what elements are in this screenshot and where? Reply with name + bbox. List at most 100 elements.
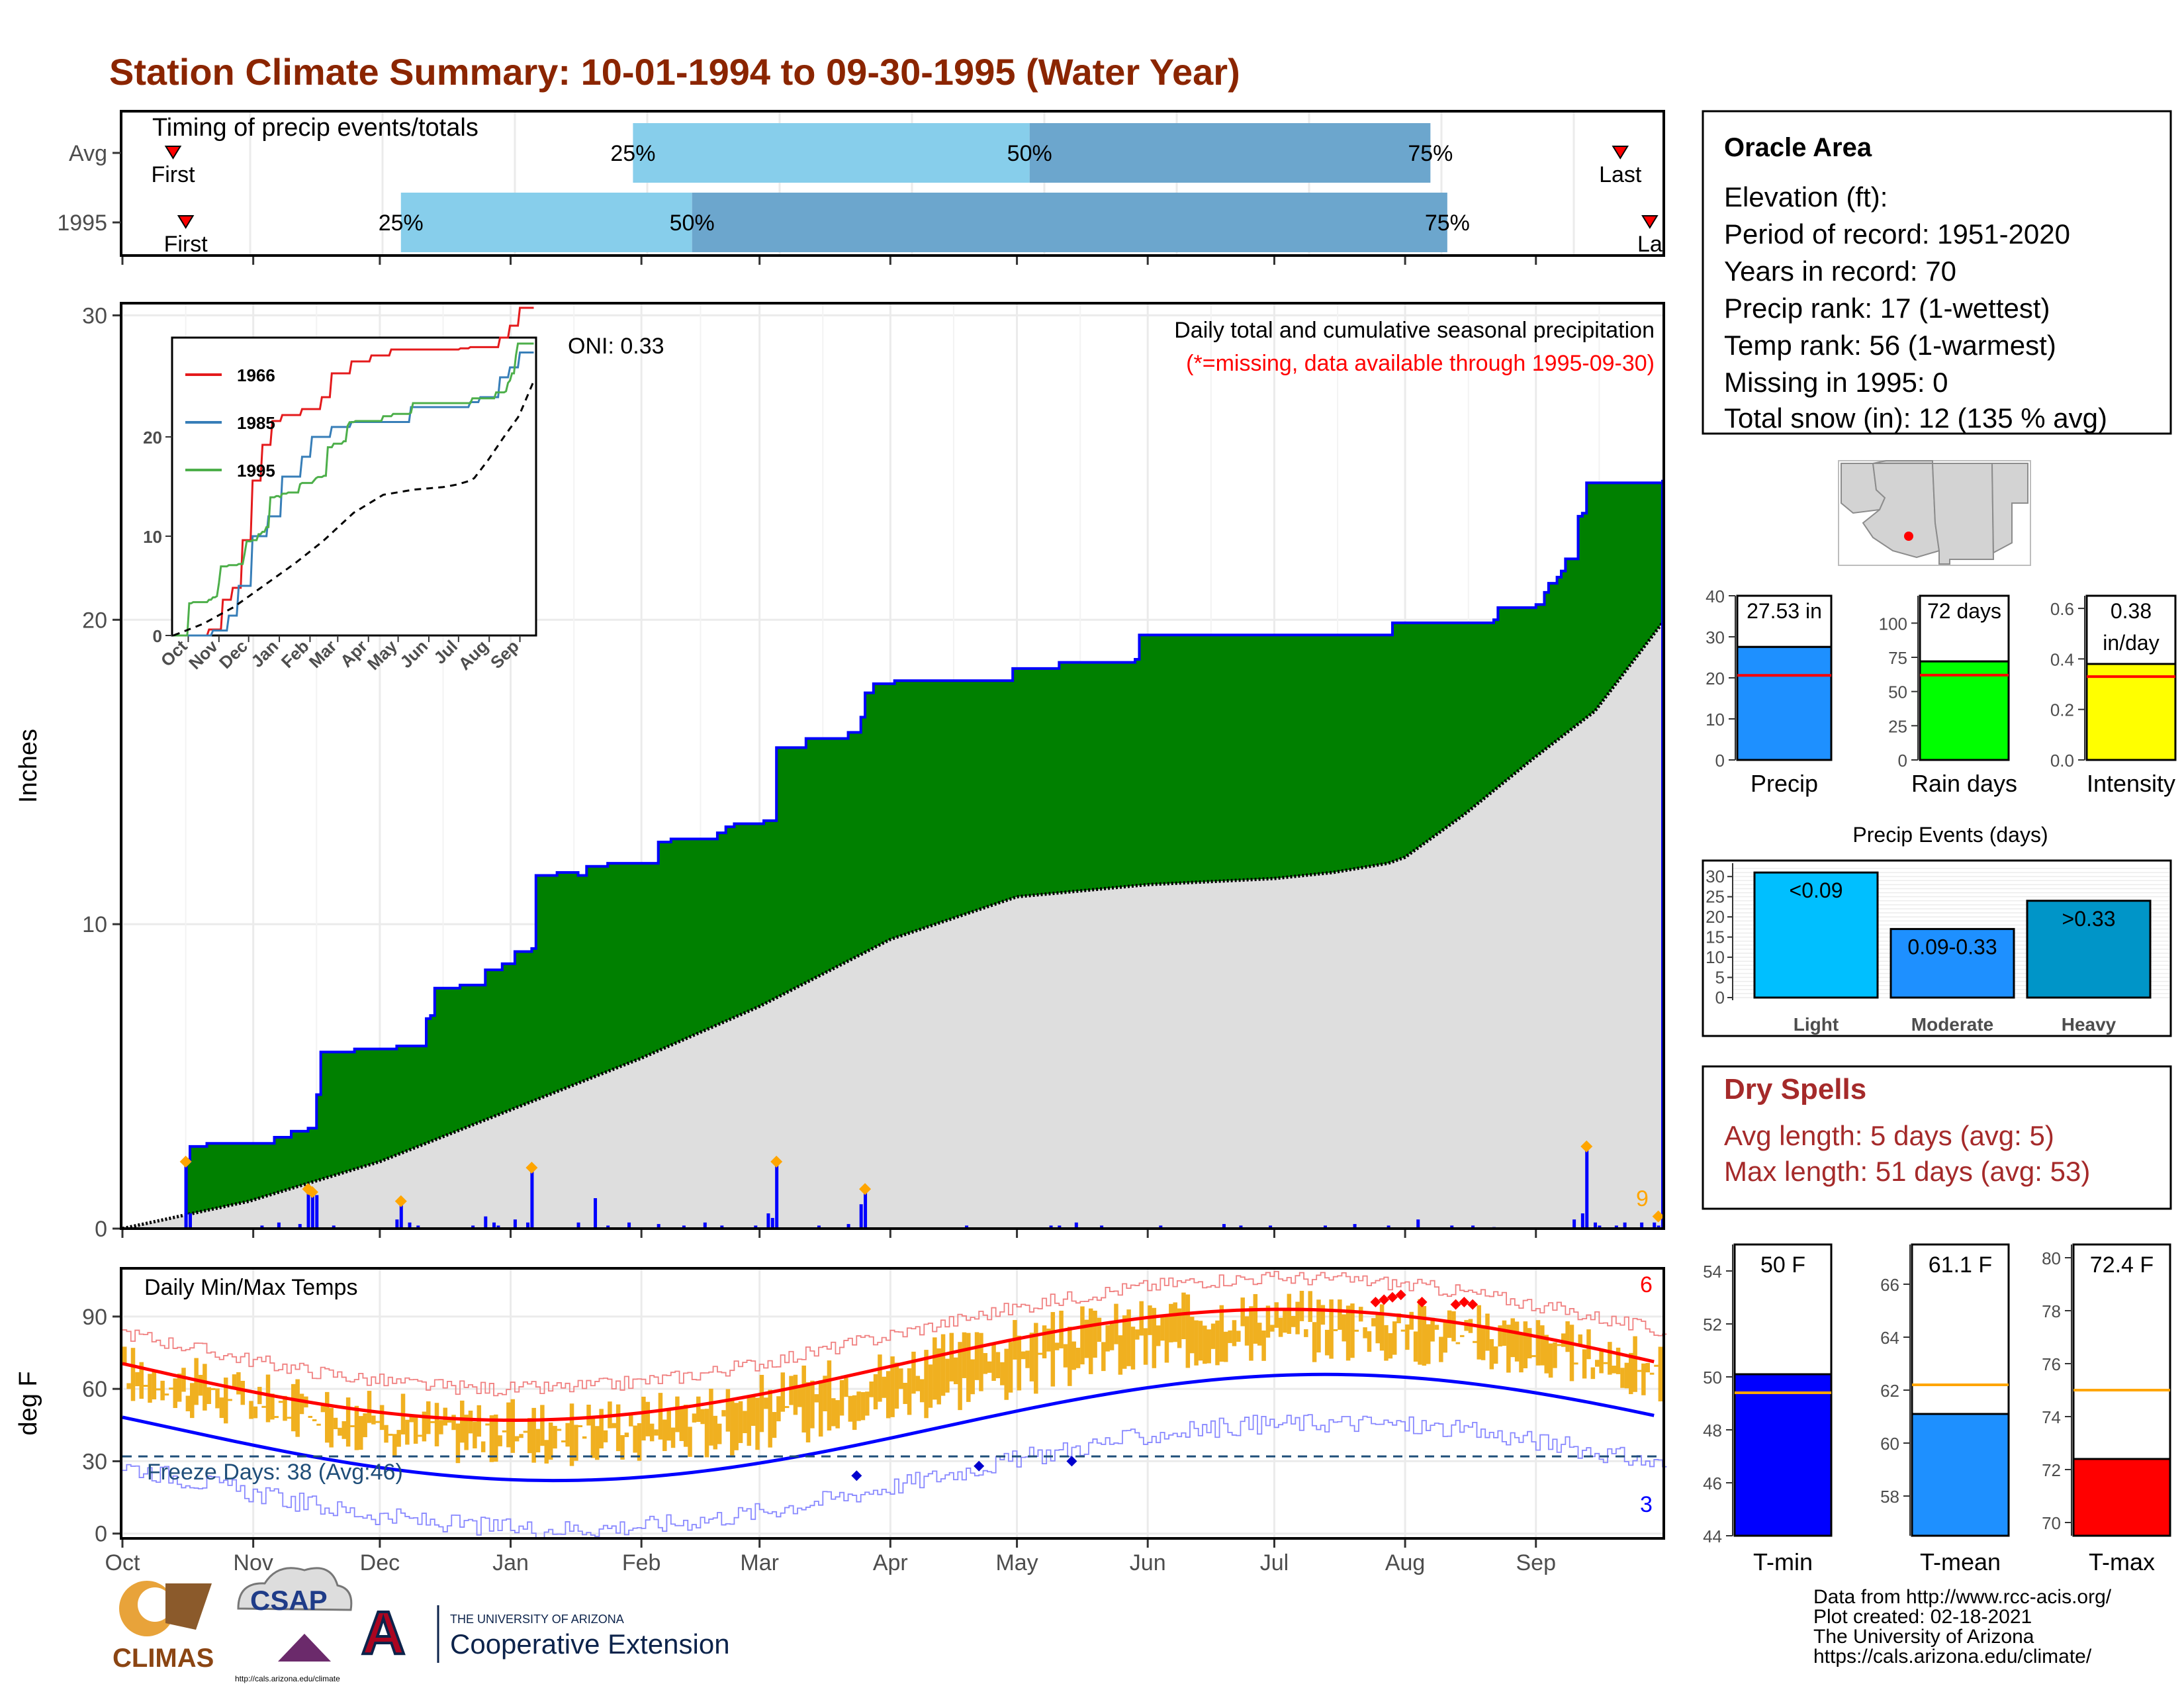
daily-temp-bar [1590, 1367, 1596, 1380]
daily-temp-bar [345, 1397, 351, 1447]
missing: Missing in 1995: 0 [1724, 367, 1948, 398]
csap-logo: CSAP http://cals.arizona.edu/climate [235, 1567, 353, 1683]
daily-temp-bar [540, 1405, 545, 1446]
daily-temp-bar [641, 1396, 646, 1441]
timing-p50-label: 50% [1007, 141, 1052, 166]
daily-temp-bar [316, 1423, 321, 1426]
daily-temp-bar [869, 1382, 874, 1397]
temp-ylabel: deg F [15, 1371, 42, 1435]
daily-temp-bar [751, 1394, 756, 1426]
record-low-marker [974, 1460, 985, 1472]
daily-temp-bar [1531, 1355, 1536, 1358]
daily-temp-bar [468, 1410, 473, 1434]
daily-temp-bar [418, 1434, 422, 1437]
daily-temp-bar [924, 1350, 929, 1419]
precip-annotation-title: Daily total and cumulative seasonal prec… [1174, 318, 1655, 343]
daily-temp-bar [287, 1417, 292, 1419]
daily-temp-bar [1345, 1305, 1351, 1361]
daily-temp-bar [531, 1407, 536, 1463]
daily-temp-bar [1240, 1297, 1245, 1327]
daily-temp-bar [586, 1404, 591, 1426]
daily-temp-bar [1185, 1294, 1191, 1368]
normal-cumulative-fill [122, 622, 1662, 1229]
station-name: Oracle Area [1724, 133, 1872, 162]
daily-temp-bar [1447, 1310, 1452, 1338]
daily-temp-bar [1316, 1299, 1321, 1353]
daily-temp-bar [940, 1334, 946, 1396]
daily-temp-bar [236, 1372, 241, 1395]
temp-summary-ytick-label: 76 [2042, 1354, 2061, 1374]
precip-annotation-missing: (*=missing, data available through 1995-… [1186, 351, 1655, 376]
summary-ytick-label: 0 [1898, 751, 1907, 771]
daily-temp-bar [569, 1403, 574, 1466]
record-high-count: 6 [1640, 1272, 1653, 1297]
timing-p50-label: 50% [670, 211, 715, 236]
events-bar-label: <0.09 [1790, 878, 1843, 902]
summary-ytick-label: 10 [1706, 710, 1725, 729]
daily-temp-bar [595, 1426, 600, 1460]
daily-temp-bar [405, 1419, 410, 1445]
station-marker [1904, 532, 1913, 541]
daily-temp-bar [991, 1342, 996, 1382]
daily-temp-bar [1654, 1364, 1659, 1367]
timing-p25-label: 25% [610, 141, 655, 166]
daily-precip-bar [484, 1216, 488, 1229]
daily-precip-bar [775, 1161, 779, 1229]
daily-precip-bar [965, 1225, 969, 1229]
daily-precip-bar [408, 1222, 412, 1229]
elevation: Elevation (ft): [1724, 181, 1888, 212]
heavy-event-marker [525, 1162, 538, 1174]
daily-temp-bar [772, 1412, 777, 1438]
daily-temp-bar [1270, 1325, 1275, 1332]
daily-temp-bar [1177, 1308, 1182, 1348]
daily-temp-bar [126, 1383, 131, 1389]
daily-temp-bar [494, 1414, 498, 1462]
daily-precip-bar [703, 1222, 707, 1229]
daily-temp-bar [658, 1393, 663, 1440]
daily-temp-bar [1084, 1319, 1089, 1358]
daily-temp-bar [1017, 1335, 1022, 1391]
daily-temp-bar [856, 1391, 861, 1421]
daily-temp-bar [325, 1391, 330, 1443]
avg-min-line [122, 1372, 1655, 1483]
summary-bars: 0 10 20 30 40 27.53 in Precip 0 25 50 75 100 72 days… [1706, 586, 2177, 797]
daily-temp-bar [1519, 1332, 1524, 1373]
daily-temp-bar [1371, 1318, 1376, 1327]
daily-temp-bar [1628, 1352, 1633, 1395]
temp-summary-bar [1911, 1413, 2010, 1537]
daily-temp-bar [797, 1385, 802, 1407]
daily-temp-bar [1034, 1323, 1038, 1394]
daily-temp-bar [818, 1380, 823, 1437]
daily-temp-bar [152, 1370, 157, 1399]
daily-temp-bar [173, 1378, 178, 1409]
timing-bar-50-75 [1029, 123, 1431, 183]
summary-ytick-label: 0.6 [2050, 599, 2074, 619]
daily-temp-bar [527, 1418, 532, 1454]
daily-temp-bar [1594, 1360, 1600, 1367]
temp-summary-bar [1733, 1373, 1833, 1537]
daily-temp-bar [181, 1368, 186, 1392]
events-title: Precip Events (days) [1852, 823, 2048, 847]
daily-temp-bar [278, 1401, 283, 1403]
credit-line-4: https://cals.arizona.edu/climate/ [1813, 1646, 2092, 1667]
temp-summary-ytick-label: 60 [1880, 1434, 1899, 1454]
daily-temp-bar [1645, 1363, 1650, 1373]
daily-temp-bar [670, 1427, 676, 1448]
daily-precip-bar [606, 1225, 610, 1229]
daily-temp-bar [789, 1376, 794, 1405]
daily-temp-bar [645, 1401, 651, 1436]
daily-temp-bar [962, 1332, 967, 1378]
temp-title: Daily Min/Max Temps [144, 1275, 357, 1300]
daily-temp-bar [1439, 1336, 1443, 1362]
daily-temp-bar [1164, 1315, 1169, 1363]
daily-temp-bar [1405, 1324, 1410, 1350]
timing-first-marker [164, 146, 182, 160]
station-info-box: Oracle Area Elevation (ft): Period of re… [1702, 110, 2172, 435]
heavy-event-marker [306, 1186, 318, 1198]
daily-temp-bar [320, 1404, 326, 1413]
daily-temp-bar [480, 1441, 486, 1452]
events-bar [2026, 900, 2152, 999]
temp-summary-ytick-label: 52 [1703, 1315, 1722, 1335]
daily-temp-bar [734, 1403, 739, 1450]
daily-temp-bar [1637, 1370, 1642, 1372]
